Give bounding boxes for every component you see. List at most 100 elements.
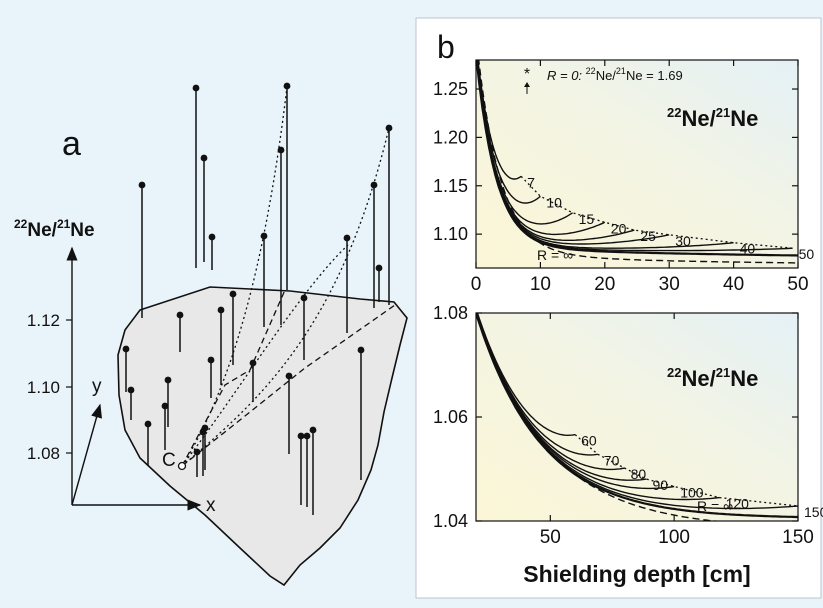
dotted-guide — [181, 86, 288, 467]
pin-head — [309, 426, 317, 434]
pin-head — [343, 234, 351, 242]
sample-pins — [122, 82, 393, 515]
panel-b-label: b — [437, 29, 455, 65]
rinf-curve — [476, 60, 798, 257]
pin-head — [164, 376, 172, 384]
panel-a: a 1.12 1.10 1.08 22Ne/21Ne x y C — [14, 82, 408, 587]
tick-label: 1.12 — [27, 311, 60, 330]
curve-label: 30 — [675, 233, 691, 249]
y-tick-label: 1.20 — [433, 127, 468, 147]
y-tick-label: 1.06 — [433, 407, 468, 427]
chart-bottom-axes: 50 100 150 1.04 1.06 1.08 60 70 80 90 100 120 150 — [433, 303, 823, 548]
dashed-curve — [476, 313, 722, 521]
rinf-curve — [476, 313, 798, 519]
radius-curve — [477, 60, 522, 180]
curve-label: 150 — [804, 504, 823, 520]
curve-label: 70 — [604, 452, 620, 468]
pin-head — [303, 432, 311, 440]
curve-label: 100 — [680, 485, 704, 501]
chart-bottom-xlabel: Shielding depth [cm] — [523, 561, 750, 587]
y-tick-label: 1.10 — [433, 224, 468, 244]
pin-head — [229, 290, 237, 298]
x-axis-label: x — [206, 495, 216, 516]
pin-head — [249, 359, 257, 367]
curve-label: 20 — [611, 220, 627, 236]
pin-head — [144, 420, 152, 428]
point-c-marker — [177, 461, 187, 471]
tick-label: 1.08 — [27, 444, 60, 463]
curve-label: 80 — [631, 466, 647, 482]
chart-top-border — [475, 59, 799, 269]
chart-top-title: 22Ne/21Ne — [667, 105, 758, 131]
chart-bottom: 50 100 150 1.04 1.06 1.08 60 70 80 90 100 120 150 22… — [433, 303, 823, 587]
pin-head — [193, 448, 201, 456]
pin-head — [176, 311, 184, 319]
pin-head — [192, 84, 200, 92]
chart-bottom-curves — [476, 313, 798, 521]
panel-a-axis-title: 22Ne/21Ne — [14, 217, 95, 241]
dotted-guide — [181, 127, 390, 467]
panel-b: b 0 10 20 30 40 50 1.10 1.15 1.20 1.25 7 10 15 20 25 30… — [415, 17, 823, 599]
pin-head — [385, 124, 393, 132]
chart-bottom-rinf-label: R = ∞ — [697, 498, 733, 514]
pin-head — [127, 386, 135, 394]
curve-label: 10 — [546, 194, 562, 210]
pin-head — [283, 82, 291, 90]
curve-label: 50 — [799, 246, 815, 262]
panel-a-label: a — [62, 125, 81, 163]
x-tick-label: 100 — [658, 527, 690, 548]
pin-head — [285, 372, 293, 380]
pin-head — [201, 424, 209, 432]
y-tick-label: 1.25 — [433, 79, 468, 99]
meteorite-shape — [117, 286, 408, 587]
curve-label: 120 — [726, 496, 750, 512]
x-tick-label: 0 — [471, 274, 482, 295]
chart-top-curves — [476, 60, 798, 264]
x-tick-label: 150 — [782, 527, 814, 548]
pin-head — [357, 346, 365, 354]
chart-top-rinf-label: R = ∞ — [537, 247, 573, 263]
pin-head — [277, 146, 285, 154]
y-tick-label: 1.08 — [433, 303, 468, 323]
curve-label: 90 — [653, 477, 669, 493]
dashed-guide — [181, 304, 396, 467]
chart-top-axes: 0 10 20 30 40 50 1.10 1.15 1.20 1.25 7 10 15 20 25 30 40… — [433, 60, 814, 295]
curve-label: 25 — [640, 228, 656, 244]
x-tick-label: 10 — [530, 274, 551, 295]
chart-top-plot-area — [476, 60, 798, 268]
y-tick-label: 1.15 — [433, 176, 468, 196]
pin-head — [217, 306, 225, 314]
y-axis-arrow — [71, 403, 102, 506]
pin-head — [260, 232, 268, 240]
dashed-curve — [478, 60, 798, 264]
pin-head — [375, 264, 383, 272]
pin-head — [370, 181, 378, 189]
chart-top: 0 10 20 30 40 50 1.10 1.15 1.20 1.25 7 10 15 20 25 30 40… — [433, 59, 814, 295]
chart-bottom-plot-area — [476, 313, 798, 521]
curve-label: 7 — [527, 174, 535, 190]
pin-head — [297, 432, 305, 440]
asterisk-arrowhead — [524, 82, 530, 87]
pin-head — [208, 233, 216, 241]
point-c-label: C — [162, 450, 176, 471]
curve-label: 40 — [740, 241, 756, 257]
x-tick-label: 40 — [723, 274, 744, 295]
x-tick-label: 30 — [659, 274, 680, 295]
curve-label: 60 — [581, 433, 597, 449]
x-tick-label: 50 — [787, 274, 808, 295]
y-tick-label: 1.04 — [433, 511, 468, 531]
asterisk-marker: * — [524, 66, 530, 83]
pin-head — [300, 294, 308, 302]
x-tick-label: 20 — [594, 274, 615, 295]
pin-head — [138, 181, 146, 189]
pin-head — [161, 402, 169, 410]
pin-head — [200, 154, 208, 162]
radius-curve — [476, 313, 576, 436]
dotted-envelope — [574, 434, 798, 507]
pin-head — [207, 356, 215, 364]
chart-top-r0-annotation: R = 0: 22Ne/21Ne = 1.69 — [547, 66, 683, 83]
chart-bottom-title: 22Ne/21Ne — [667, 365, 758, 391]
y-axis-label: y — [92, 376, 102, 397]
